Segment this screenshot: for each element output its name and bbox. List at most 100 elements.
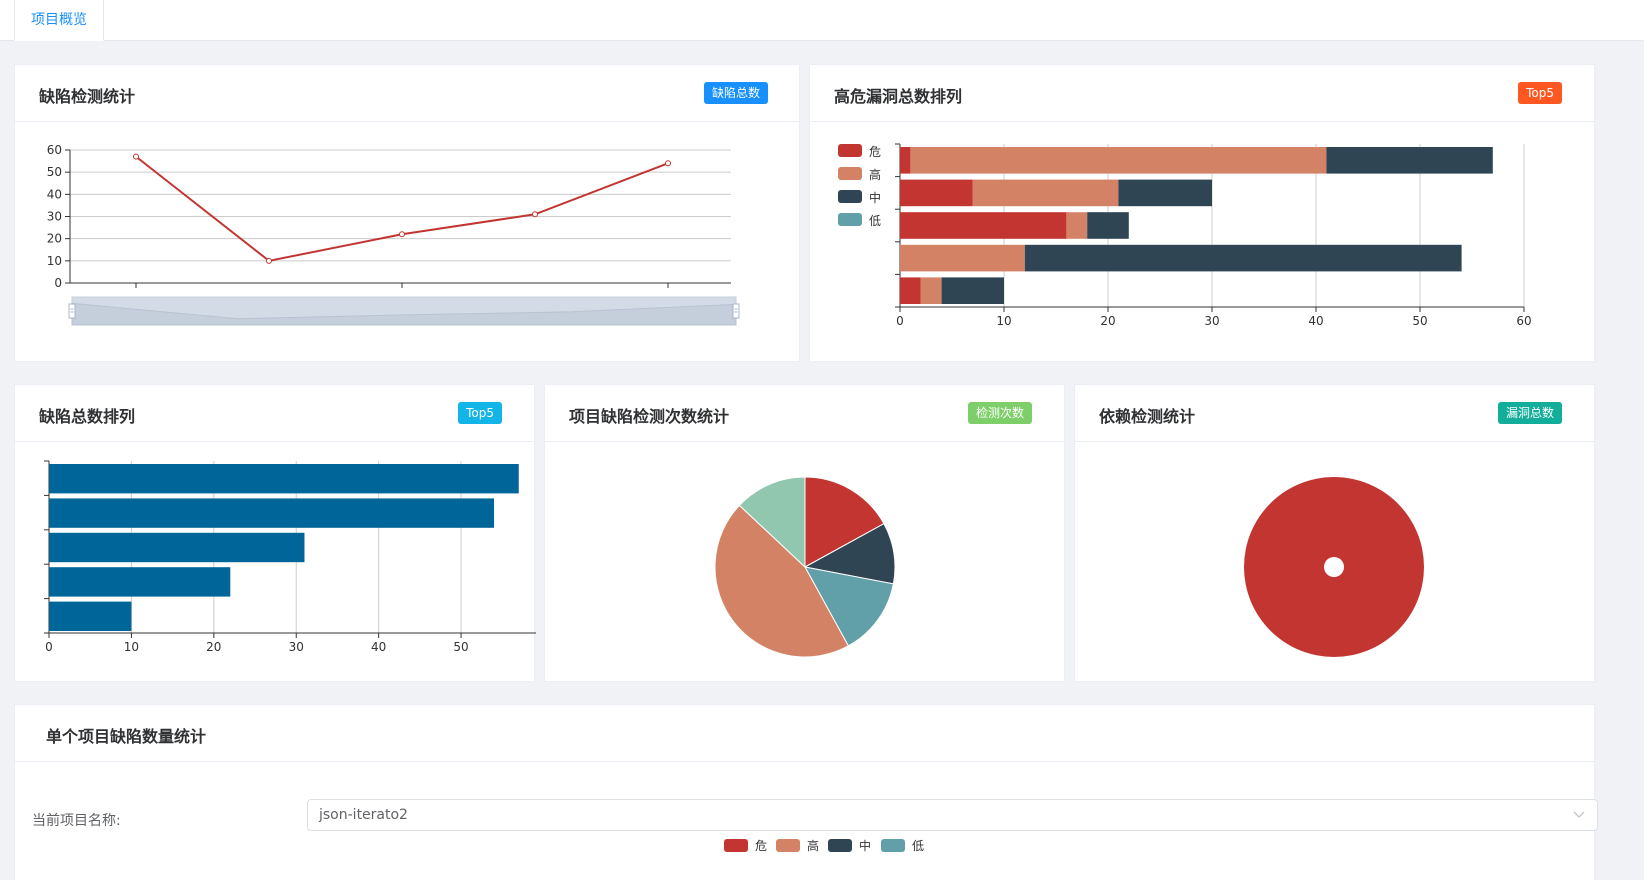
- legend-label: 高: [807, 838, 819, 853]
- bar-segment: [900, 244, 1025, 272]
- data-point: [532, 211, 538, 218]
- scan-count-pie-chart: [714, 476, 896, 658]
- defect-stats-card: 缺陷检测统计 缺陷总数 0 10 20 30 40 50 60: [14, 64, 800, 362]
- bar-segment: [1118, 179, 1212, 207]
- y-tick-label: 30: [47, 210, 62, 224]
- legend-swatch: [724, 839, 748, 852]
- bar-segment: [1087, 212, 1129, 239]
- defect-total-rank-card: 缺陷总数排列 Top5 0 10 20 30 40 50: [14, 384, 536, 682]
- bar-segment: [910, 147, 1327, 174]
- data-point: [399, 231, 405, 238]
- bar-segment: [900, 277, 921, 304]
- y-tick-label: 50: [47, 165, 62, 179]
- card-header: 高危漏洞总数排列 Top5: [810, 65, 1594, 122]
- card-header: 单个项目缺陷数量统计: [15, 705, 1594, 762]
- card-header: 缺陷总数排列 Top5: [15, 385, 534, 442]
- legend-swatch: [838, 213, 862, 226]
- severity-legend: 危高中低: [724, 838, 924, 853]
- pie-slice: [714, 504, 850, 658]
- bar-segment: [1024, 244, 1462, 272]
- project-scan-count-card: 项目缺陷检测次数统计 检测次数: [544, 384, 1065, 682]
- x-tick-label: 50: [1412, 314, 1427, 328]
- bar-segment: [1066, 212, 1088, 239]
- pie-center-hole: [1324, 557, 1344, 577]
- bar: [49, 567, 231, 597]
- pie-slice: [738, 476, 806, 569]
- pie-slice: [804, 566, 894, 647]
- data-point: [266, 257, 272, 264]
- bar-segment: [900, 212, 1067, 239]
- y-tick-label: 0: [54, 276, 62, 290]
- project-name-label: 当前项目名称:: [32, 813, 121, 829]
- legend-swatch: [838, 190, 862, 203]
- x-tick-label: 40: [371, 640, 386, 654]
- card-header: 缺陷检测统计 缺陷总数: [15, 65, 799, 122]
- data-zoom-shadow: [71, 302, 737, 326]
- card-title: 依赖检测统计: [1099, 407, 1196, 426]
- x-tick-label: 0: [896, 314, 904, 328]
- x-tick-label: 50: [453, 640, 468, 654]
- bar: [49, 532, 305, 563]
- bar: [49, 601, 132, 631]
- chevron-down-icon: [1573, 811, 1585, 818]
- y-tick-label: 40: [47, 187, 62, 201]
- bar: [49, 498, 495, 528]
- legend-label: 中: [859, 838, 871, 853]
- x-tick-label: 30: [289, 640, 304, 654]
- legend-label: 高: [869, 167, 881, 182]
- y-tick-label: 10: [47, 254, 62, 268]
- x-tick-label: 40: [1308, 314, 1323, 328]
- bar-segment: [972, 179, 1119, 207]
- legend-label: 危: [755, 839, 767, 853]
- top5-badge: Top5: [458, 402, 502, 424]
- x-tick-label: 30: [1204, 314, 1219, 328]
- card-title: 高危漏洞总数排列: [834, 87, 963, 106]
- x-tick-label: 10: [124, 640, 139, 654]
- x-tick-label: 0: [45, 640, 53, 654]
- high-risk-rank-card: 高危漏洞总数排列 Top5 0 10 20 30 40 50 60 危高中低: [809, 64, 1595, 362]
- defect-total-bar-chart: 0 10 20 30 40 50: [44, 460, 536, 654]
- x-tick-label: 60: [1516, 314, 1531, 328]
- tab-bar: 项目概览: [0, 0, 1644, 41]
- legend-swatch: [776, 839, 800, 852]
- bar: [49, 464, 519, 494]
- project-select-value: json-iterato2: [319, 807, 408, 823]
- scan-count-badge: 检测次数: [967, 402, 1032, 424]
- legend-label: 低: [869, 214, 881, 228]
- defect-total-badge: 缺陷总数: [703, 82, 768, 104]
- defect-line-chart: 0 10 20 30 40 50 60: [47, 143, 740, 326]
- x-tick-label: 20: [206, 640, 221, 654]
- y-tick-label: 60: [47, 143, 62, 157]
- card-title: 单个项目缺陷数量统计: [46, 727, 207, 746]
- project-select[interactable]: json-iterato2: [307, 799, 1598, 831]
- legend-label: 中: [869, 190, 881, 205]
- data-point: [133, 153, 139, 160]
- bar-segment: [920, 277, 942, 304]
- single-project-card: 单个项目缺陷数量统计 危 高 中 低: [14, 704, 1595, 880]
- card-title: 项目缺陷检测次数统计: [569, 407, 730, 426]
- card-title: 缺陷总数排列: [39, 407, 136, 426]
- y-tick-label: 20: [47, 232, 62, 246]
- legend-swatch: [881, 839, 905, 852]
- legend-label: 危: [869, 145, 881, 159]
- top5-badge: Top5: [1518, 82, 1562, 104]
- tab-project-overview[interactable]: 项目概览: [14, 0, 104, 41]
- bar-segment: [941, 277, 1004, 304]
- bar-segment: [1326, 147, 1493, 174]
- bar-segment: [900, 147, 911, 174]
- vuln-total-badge: 漏洞总数: [1497, 402, 1562, 424]
- card-title: 缺陷检测统计: [39, 87, 136, 106]
- legend-swatch: [838, 167, 862, 180]
- dependency-stats-card: 依赖检测统计 漏洞总数: [1074, 384, 1595, 682]
- legend-swatch: [838, 144, 862, 157]
- data-point: [665, 160, 671, 167]
- card-header: 依赖检测统计 漏洞总数: [1075, 385, 1594, 442]
- bar-segment: [900, 179, 973, 207]
- zoom-handle-icon: [68, 303, 76, 319]
- x-tick-label: 10: [996, 314, 1011, 328]
- card-header: 项目缺陷检测次数统计 检测次数: [545, 385, 1064, 442]
- pie-slice: [804, 476, 885, 568]
- legend-swatch: [828, 839, 852, 852]
- legend-label: 低: [912, 839, 924, 853]
